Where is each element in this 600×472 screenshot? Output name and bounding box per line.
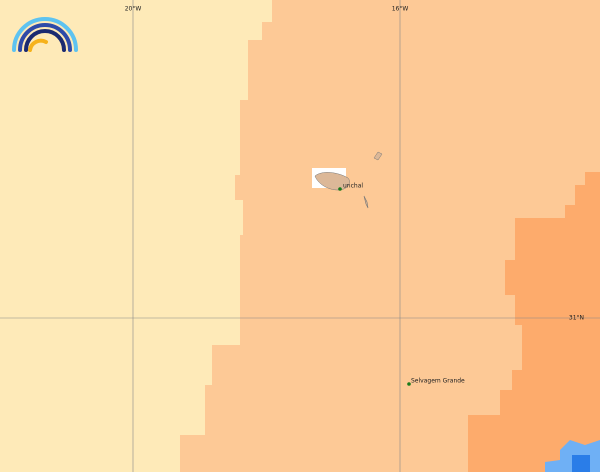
island	[314, 172, 350, 191]
place-dot	[338, 187, 342, 191]
place-dot	[407, 382, 411, 386]
place-label: unchal	[343, 183, 363, 190]
logo	[12, 17, 78, 52]
region-dark	[468, 172, 600, 472]
lon-label: 16°W	[392, 6, 409, 13]
island	[363, 195, 369, 209]
lon-label: 20°W	[125, 6, 142, 13]
region-light	[0, 0, 272, 472]
lat-label: 31°N	[569, 315, 584, 322]
island	[373, 151, 383, 161]
region-blue-dark	[572, 455, 590, 472]
place-label: Selvagem Grande	[411, 378, 465, 385]
